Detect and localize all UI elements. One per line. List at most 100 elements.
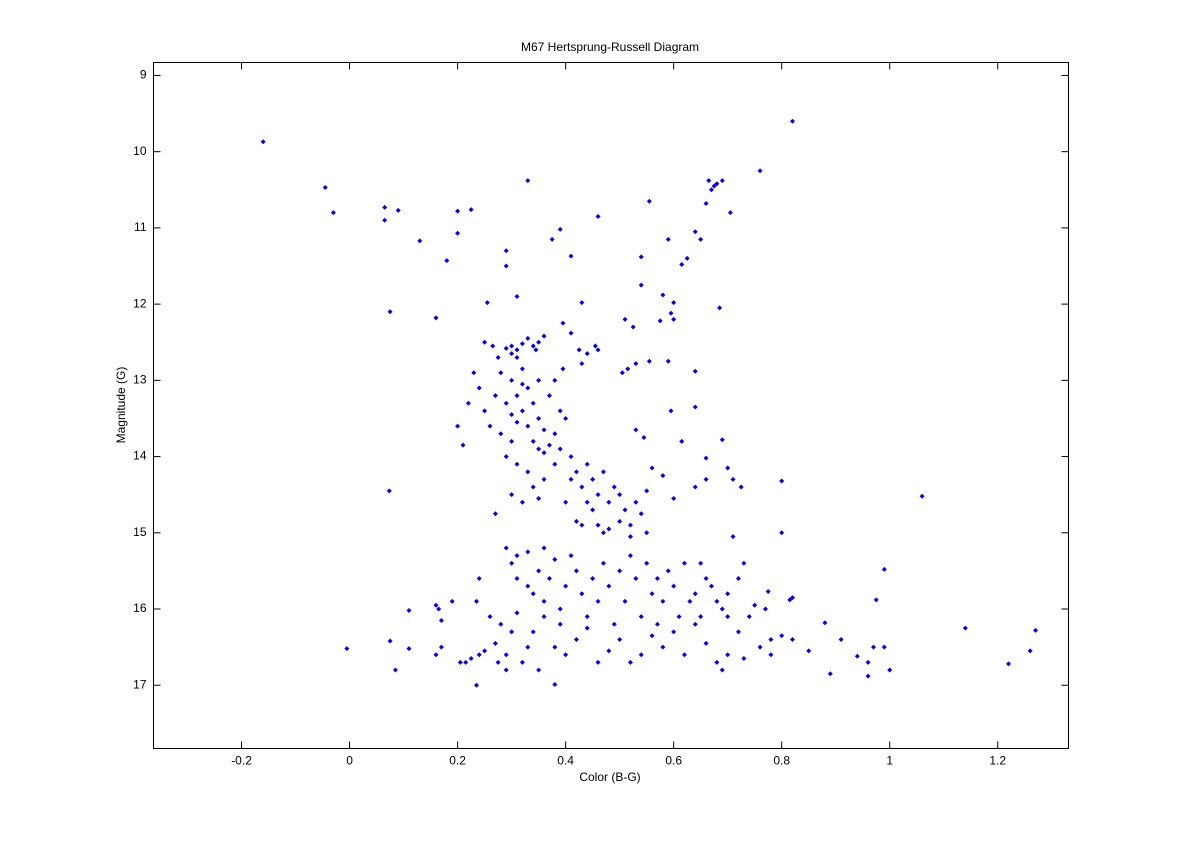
data-point [498,431,504,437]
data-point [530,629,536,635]
data-point [471,370,477,376]
data-point [703,640,709,646]
data-point [541,333,547,339]
data-point [919,493,925,499]
y-tick-label: 10 [133,144,147,158]
data-point [525,385,531,391]
data-point [719,667,725,673]
data-point [436,606,442,612]
data-point [568,253,574,259]
data-point [779,530,785,536]
data-point [382,204,388,210]
data-point [492,640,498,646]
data-point [514,347,520,353]
data-point [725,591,731,597]
data-point [619,370,625,376]
data-point [552,556,558,562]
data-point [865,673,871,679]
y-tick-label: 14 [133,449,147,463]
data-point [681,560,687,566]
data-point [757,168,763,174]
data-point [514,553,520,559]
data-point [611,621,617,627]
data-point [519,366,525,372]
data-point [854,653,860,659]
data-point [600,560,606,566]
data-point [573,469,579,475]
data-point [560,366,566,372]
data-point [714,181,720,187]
data-point [495,659,501,665]
data-point [482,408,488,414]
data-point [703,576,709,582]
data-point [495,354,501,360]
data-point [460,442,466,448]
data-point [762,606,768,612]
data-point [611,484,617,490]
data-point [660,473,666,479]
data-point [692,591,698,597]
data-point [552,431,558,437]
data-point [641,435,647,441]
data-point [765,588,771,594]
data-point [687,598,693,604]
data-point [595,492,601,498]
data-point [552,681,558,687]
data-point [787,597,793,603]
data-point [536,415,542,421]
data-point [563,652,569,658]
data-point [806,648,812,654]
data-point [725,614,731,620]
data-point [671,316,677,322]
data-point [260,139,266,145]
data-point [768,637,774,643]
data-point [386,488,392,494]
data-point [646,198,652,204]
data-point [552,644,558,650]
data-point [525,644,531,650]
data-point [457,659,463,665]
data-point [449,598,455,604]
data-point [476,652,482,658]
data-point [476,385,482,391]
data-point [563,499,569,505]
data-point [503,454,509,460]
data-point [560,320,566,326]
data-point [557,606,563,612]
data-point [482,339,488,345]
data-point [503,667,509,673]
data-point [962,625,968,631]
data-point [638,652,644,658]
data-point [525,178,531,184]
data-point [541,476,547,482]
x-tick-label: 0.2 [449,754,466,768]
data-point [563,415,569,421]
data-point [530,591,536,597]
data-point [395,207,401,213]
data-point [584,461,590,467]
data-point [590,507,596,513]
data-point [606,499,612,505]
data-point [671,629,677,635]
data-point [463,659,469,665]
data-point [738,484,744,490]
data-point [322,185,328,191]
x-tick-label: 0.6 [665,754,682,768]
data-point [557,446,563,452]
data-point [703,476,709,482]
data-point [541,598,547,604]
data-point [592,343,598,349]
data-point [492,511,498,517]
data-point [665,568,671,574]
data-point [838,637,844,643]
data-point [590,476,596,482]
data-point [865,659,871,665]
data-point [881,566,887,572]
data-point [692,404,698,410]
data-point [438,644,444,650]
data-point [552,461,558,467]
data-point [474,598,480,604]
data-point [644,530,650,536]
data-point [719,437,725,443]
data-point [438,617,444,623]
